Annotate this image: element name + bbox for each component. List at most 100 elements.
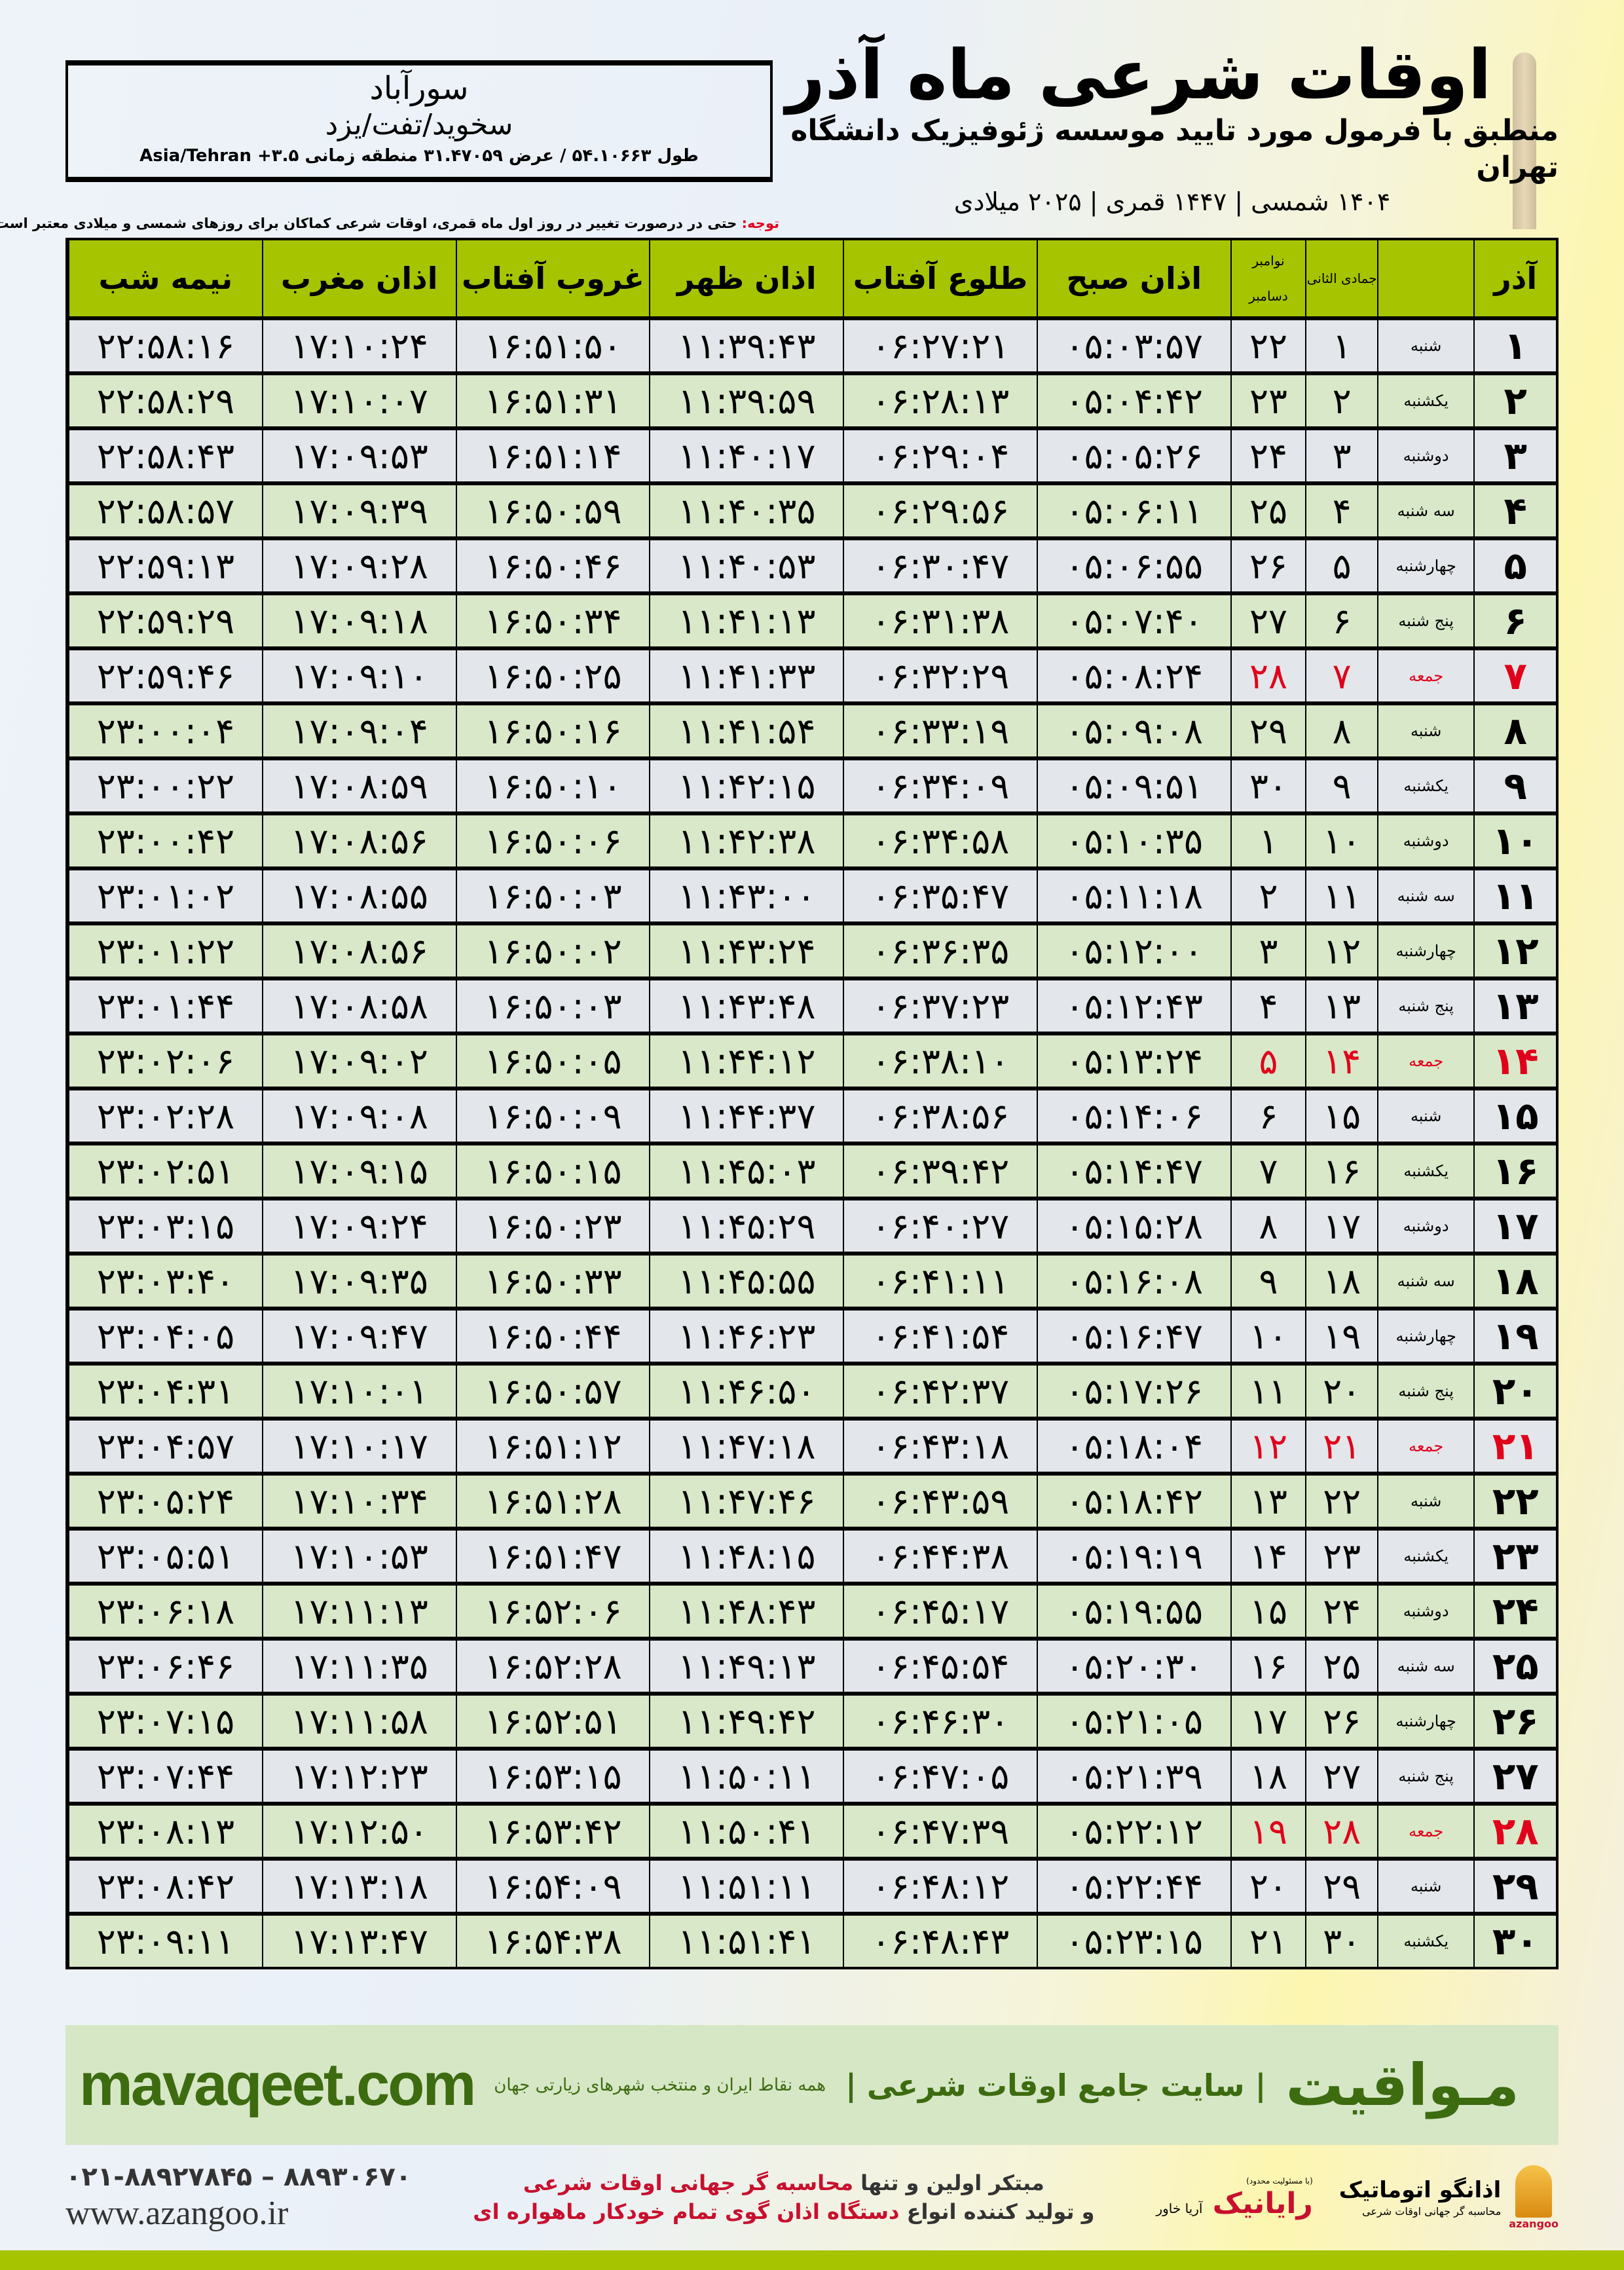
gregorian-cell: ۲ <box>1230 870 1306 921</box>
midnight-cell: ۲۳:۰۸:۱۳ <box>68 1806 262 1857</box>
gregorian-cell: ۷ <box>1230 1145 1306 1197</box>
sunrise-cell: ۰۶:۳۴:۵۸ <box>843 815 1037 866</box>
fajr-cell: ۰۵:۰۹:۵۱ <box>1036 760 1230 811</box>
sunrise-cell: ۰۶:۴۲:۳۷ <box>843 1366 1037 1417</box>
fajr-cell: ۰۵:۱۳:۲۴ <box>1036 1035 1230 1087</box>
midnight-cell: ۲۳:۰۶:۱۸ <box>68 1586 262 1637</box>
azangoo-mark: azangoo <box>1509 2165 1559 2230</box>
promo1-highlight: محاسبه گر جهانی اوقات شرعی <box>523 2170 853 2195</box>
table-row: ۲۳ یکشنبه ۲۳ ۱۴ ۰۵:۱۹:۱۹ ۰۶:۴۴:۳۸ ۱۱:۴۸:۱۵ ۱۶:۵… <box>68 1531 1556 1582</box>
midnight-cell: ۲۲:۵۹:۱۳ <box>68 540 262 591</box>
gregorian-cell: ۲۶ <box>1230 540 1306 591</box>
table-row: ۱۰ دوشنبه ۱۰ ۱ ۰۵:۱۰:۳۵ ۰۶:۳۴:۵۸ ۱۱:۴۲:۳۸ ۱۶:۵۰… <box>68 815 1556 866</box>
weekday-cell: سه شنبه <box>1376 1641 1474 1692</box>
weekday-cell: شنبه <box>1376 705 1474 756</box>
day-cell: ۲۴ <box>1473 1586 1556 1637</box>
weekday-cell: پنج شنبه <box>1376 980 1474 1032</box>
gregorian-cell: ۲۰ <box>1230 1861 1306 1912</box>
dhuhr-cell: ۱۱:۴۶:۵۰ <box>649 1366 843 1417</box>
dhuhr-cell: ۱۱:۵۱:۱۱ <box>649 1861 843 1912</box>
midnight-cell: ۲۳:۰۴:۵۷ <box>68 1421 262 1472</box>
midnight-cell: ۲۳:۰۱:۲۲ <box>68 925 262 977</box>
weekday-cell: چهارشنبه <box>1376 1696 1474 1747</box>
day-cell: ۱۵ <box>1473 1090 1556 1142</box>
sunrise-cell: ۰۶:۳۷:۲۳ <box>843 980 1037 1032</box>
hijri-cell: ۲۳ <box>1305 1531 1377 1582</box>
hijri-cell: ۱ <box>1305 320 1377 371</box>
midnight-cell: ۲۳:۰۳:۴۰ <box>68 1256 262 1307</box>
sunset-cell: ۱۶:۵۲:۵۱ <box>455 1696 650 1747</box>
weekday-cell: جمعه <box>1376 1035 1474 1087</box>
midnight-cell: ۲۲:۵۸:۴۳ <box>68 430 262 481</box>
maghrib-cell: ۱۷:۱۲:۵۰ <box>261 1806 456 1857</box>
col-gregorian: نوامبر دسامبر <box>1230 240 1306 316</box>
table-row: ۱۸ سه شنبه ۱۸ ۹ ۰۵:۱۶:۰۸ ۰۶:۴۱:۱۱ ۱۱:۴۵:۵۵ ۱۶:۵… <box>68 1256 1556 1307</box>
sunset-cell: ۱۶:۵۰:۴۶ <box>455 540 650 591</box>
gregorian-cell: ۱۶ <box>1230 1641 1306 1692</box>
sunrise-cell: ۰۶:۴۱:۵۴ <box>843 1311 1037 1362</box>
sunset-cell: ۱۶:۵۰:۴۴ <box>455 1311 650 1362</box>
fajr-cell: ۰۵:۱۸:۴۲ <box>1036 1476 1230 1527</box>
hijri-cell: ۲۸ <box>1305 1806 1377 1857</box>
sunset-cell: ۱۶:۵۰:۰۵ <box>455 1035 650 1087</box>
weekday-cell: پنج شنبه <box>1376 595 1474 646</box>
midnight-cell: ۲۲:۵۹:۴۶ <box>68 650 262 701</box>
gregorian-cell: ۱۵ <box>1230 1586 1306 1637</box>
gregorian-cell: ۱۱ <box>1230 1366 1306 1417</box>
hijri-cell: ۱۰ <box>1305 815 1377 866</box>
day-cell: ۲۷ <box>1473 1751 1556 1802</box>
sunset-cell: ۱۶:۵۰:۱۰ <box>455 760 650 811</box>
dhuhr-cell: ۱۱:۴۵:۵۵ <box>649 1256 843 1307</box>
fajr-cell: ۰۵:۰۳:۵۷ <box>1036 320 1230 371</box>
fajr-cell: ۰۵:۰۶:۱۱ <box>1036 485 1230 536</box>
fajr-cell: ۰۵:۰۴:۴۲ <box>1036 375 1230 426</box>
day-cell: ۲۱ <box>1473 1421 1556 1472</box>
maghrib-cell: ۱۷:۰۹:۴۷ <box>261 1311 456 1362</box>
sunset-cell: ۱۶:۵۲:۰۶ <box>455 1586 650 1637</box>
maghrib-cell: ۱۷:۰۹:۲۴ <box>261 1200 456 1252</box>
col-greg-top: نوامبر <box>1252 253 1285 269</box>
table-row: ۱۶ یکشنبه ۱۶ ۷ ۰۵:۱۴:۴۷ ۰۶:۳۹:۴۲ ۱۱:۴۵:۰۳ ۱۶:۵۰… <box>68 1145 1556 1197</box>
maghrib-cell: ۱۷:۰۹:۱۰ <box>261 650 456 701</box>
mavaqeet-url-link[interactable]: mavaqeet.com <box>79 2051 476 2118</box>
maghrib-cell: ۱۷:۰۹:۰۸ <box>261 1090 456 1142</box>
day-cell: ۲ <box>1473 375 1556 426</box>
gregorian-cell: ۲۷ <box>1230 595 1306 646</box>
azangoo-url-link[interactable]: www.azangoo.ir <box>65 2195 289 2232</box>
fajr-cell: ۰۵:۱۱:۱۸ <box>1036 870 1230 921</box>
header-block: اوقات شرعی ماه آذر منطبق با فرمول مورد ت… <box>786 37 1559 217</box>
sunset-cell: ۱۶:۵۰:۲۳ <box>455 1200 650 1252</box>
hijri-cell: ۱۵ <box>1305 1090 1377 1142</box>
weekday-cell: چهارشنبه <box>1376 540 1474 591</box>
weekday-cell: یکشنبه <box>1376 1916 1474 1967</box>
maghrib-cell: ۱۷:۱۳:۴۷ <box>261 1916 456 1967</box>
col-sunset: غروب آفتاب <box>455 240 650 316</box>
table-row: ۱۷ دوشنبه ۱۷ ۸ ۰۵:۱۵:۲۸ ۰۶:۴۰:۲۷ ۱۱:۴۵:۲۹ ۱۶:۵۰… <box>68 1200 1556 1252</box>
maghrib-cell: ۱۷:۰۹:۰۲ <box>261 1035 456 1087</box>
midnight-cell: ۲۳:۰۰:۴۲ <box>68 815 262 866</box>
maghrib-cell: ۱۷:۰۸:۵۶ <box>261 925 456 977</box>
day-cell: ۵ <box>1473 540 1556 591</box>
gregorian-cell: ۱۷ <box>1230 1696 1306 1747</box>
dhuhr-cell: ۱۱:۴۱:۱۳ <box>649 595 843 646</box>
sunrise-cell: ۰۶:۲۷:۲۱ <box>843 320 1037 371</box>
sunrise-cell: ۰۶:۴۱:۱۱ <box>843 1256 1037 1307</box>
maghrib-cell: ۱۷:۰۹:۱۸ <box>261 595 456 646</box>
sponsor-section: ۰۲۱-۸۸۹۲۷۸۴۵ – ۸۸۹۳۰۶۷۰ www.azangoo.ir م… <box>65 2155 1559 2240</box>
maghrib-cell: ۱۷:۱۱:۱۳ <box>261 1586 456 1637</box>
dhuhr-cell: ۱۱:۵۰:۴۱ <box>649 1806 843 1857</box>
hijri-cell: ۳ <box>1305 430 1377 481</box>
midnight-cell: ۲۳:۰۸:۴۲ <box>68 1861 262 1912</box>
midnight-cell: ۲۳:۰۵:۵۱ <box>68 1531 262 1582</box>
weekday-cell: شنبه <box>1376 1476 1474 1527</box>
midnight-cell: ۲۳:۰۴:۰۵ <box>68 1311 262 1362</box>
gregorian-cell: ۲۲ <box>1230 320 1306 371</box>
gregorian-cell: ۶ <box>1230 1090 1306 1142</box>
mavaqeet-banner: مـواقیت | سایت جامع اوقات شرعی | همه نقا… <box>65 2025 1559 2145</box>
gregorian-cell: ۲۱ <box>1230 1916 1306 1967</box>
day-cell: ۱۲ <box>1473 925 1556 977</box>
day-cell: ۲۸ <box>1473 1806 1556 1857</box>
gregorian-cell: ۲۸ <box>1230 650 1306 701</box>
dhuhr-cell: ۱۱:۳۹:۴۳ <box>649 320 843 371</box>
sunrise-cell: ۰۶:۴۵:۵۴ <box>843 1641 1037 1692</box>
